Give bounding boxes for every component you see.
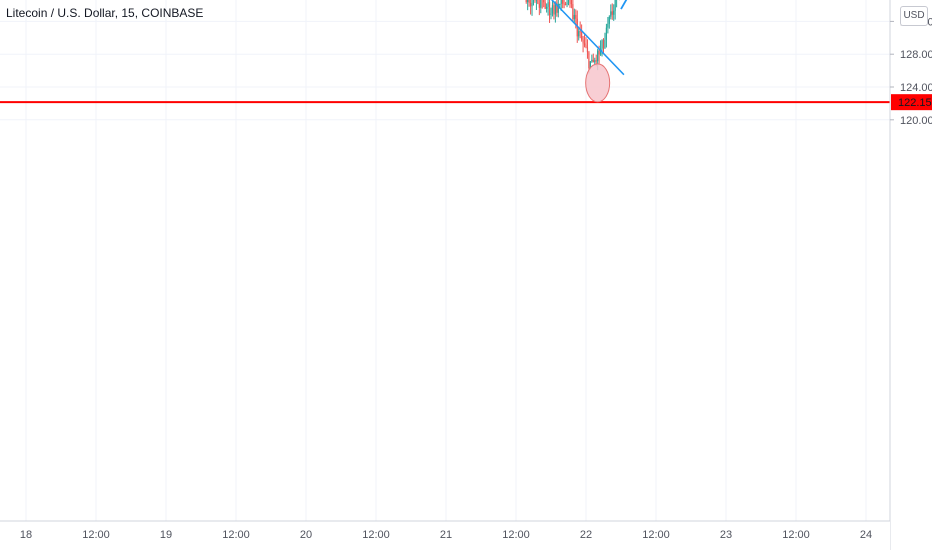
level-label-bg	[891, 94, 932, 111]
grid	[0, 0, 890, 521]
candle-body	[594, 60, 596, 63]
candle-body	[550, 13, 552, 16]
candle-body	[537, 0, 539, 4]
time-tick-label: 12:00	[502, 529, 530, 541]
candle-body	[614, 0, 616, 11]
candle-body	[570, 0, 573, 5]
time-tick-label: 18	[20, 529, 32, 541]
time-tick-label: 12:00	[362, 529, 390, 541]
candle-body	[610, 11, 612, 17]
time-tick-label: 19	[160, 529, 172, 541]
candle-body	[586, 47, 589, 53]
candle-body	[598, 50, 600, 55]
candle-body	[608, 16, 610, 24]
level-label: 122.15	[898, 97, 932, 109]
candle-body	[527, 0, 529, 2]
candle-body	[589, 61, 591, 69]
candle-body	[547, 2, 549, 7]
candle-body	[582, 39, 584, 44]
candle-body	[564, 3, 567, 5]
candle-body	[557, 3, 559, 13]
candle-body	[543, 0, 545, 3]
candle-body	[575, 14, 577, 19]
candle-body	[597, 50, 599, 62]
time-tick-label: 12:00	[222, 529, 250, 541]
candle-body	[604, 39, 606, 49]
candle-body	[544, 2, 546, 9]
candle-body	[546, 6, 548, 9]
candle-body	[559, 3, 561, 5]
time-tick-label: 12:00	[642, 529, 670, 541]
candle-body	[611, 11, 613, 15]
candle-body	[595, 60, 597, 62]
price-tick-label: 128.00	[900, 49, 932, 61]
candle-body	[573, 14, 575, 20]
candle-body	[579, 31, 581, 33]
candle-body	[592, 59, 594, 63]
highlight-ellipse	[585, 63, 611, 103]
candle-body	[602, 40, 605, 49]
candle-body	[560, 0, 562, 4]
candle-body	[613, 10, 615, 15]
candle-body	[599, 48, 602, 55]
candle-body	[591, 59, 593, 62]
candle-body	[585, 45, 587, 48]
price-tick-label: 120.00	[900, 115, 932, 127]
candle-body	[607, 23, 609, 28]
candle-body	[563, 3, 565, 5]
time-tick-label: 20	[300, 529, 312, 541]
candle-body	[566, 2, 568, 5]
candle-body	[531, 0, 533, 7]
time-tick-label: 22	[580, 529, 592, 541]
candle-body	[562, 0, 564, 4]
candle-body	[583, 43, 586, 46]
time-tick-label: 21	[440, 529, 452, 541]
candles	[525, 0, 621, 74]
candle-body	[588, 52, 590, 69]
time-tick-label: 23	[720, 529, 732, 541]
symbol-title: Litecoin / U.S. Dollar, 15, COINBASE	[6, 6, 204, 20]
time-axis-bg	[0, 521, 890, 550]
currency-badge[interactable]: USD	[900, 6, 928, 26]
candle-body	[581, 32, 583, 40]
candle-body	[572, 4, 574, 20]
candle-body	[554, 2, 556, 15]
candle-body	[578, 31, 580, 37]
projection-path	[620, 0, 628, 10]
price-tick-label: 124.00	[900, 82, 932, 94]
candle-body	[525, 0, 527, 2]
candle-body	[540, 0, 542, 8]
candle-body	[605, 27, 608, 40]
time-tick-label: 24	[860, 529, 872, 541]
trendline	[551, 0, 625, 76]
candle-body	[528, 0, 530, 3]
candle-body	[553, 5, 555, 15]
candle-body	[556, 2, 558, 13]
time-tick-label: 12:00	[82, 529, 110, 541]
candle-body	[567, 0, 570, 3]
candle-body	[551, 5, 554, 14]
candle-body	[538, 3, 540, 8]
candle-body	[576, 18, 578, 37]
price-axis-bg	[890, 0, 932, 550]
candle-body	[601, 40, 603, 49]
time-tick-label: 12:00	[782, 529, 810, 541]
candle-body	[548, 2, 551, 16]
candle-body	[529, 2, 532, 7]
